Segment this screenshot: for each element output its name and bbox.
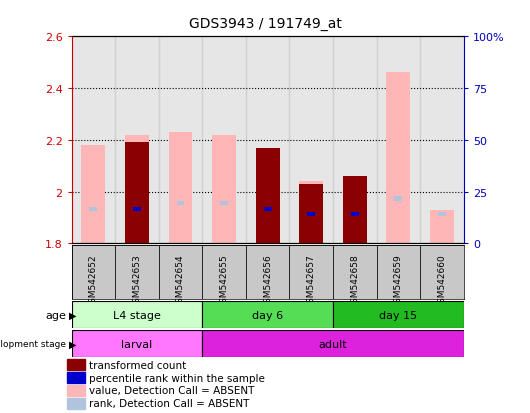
Bar [420,37,464,244]
Bar [133,207,141,211]
Bar [158,37,202,244]
Bar [72,330,202,357]
Bar [67,385,85,396]
Text: L4 stage: L4 stage [113,310,161,320]
Bar [299,182,323,244]
Bar [386,74,410,244]
Text: transformed count: transformed count [89,360,186,370]
Text: age: age [46,310,66,320]
Bar [343,177,367,244]
Bar [333,37,377,244]
Text: percentile rank within the sample: percentile rank within the sample [89,373,264,382]
Bar [420,246,464,299]
Bar [72,37,115,244]
Bar [377,246,420,299]
Text: GSM542654: GSM542654 [176,254,185,308]
Bar [255,148,280,244]
Bar [377,37,420,244]
Bar [158,246,202,299]
Bar [72,301,202,328]
Bar [220,202,228,206]
Bar [343,177,367,244]
Text: GSM542658: GSM542658 [350,254,359,309]
Text: day 6: day 6 [252,310,283,320]
Text: day 15: day 15 [379,310,418,320]
Text: GSM542657: GSM542657 [307,254,316,309]
Bar [438,212,446,216]
Bar [90,207,98,211]
Bar [333,246,377,299]
Bar [289,37,333,244]
Bar [125,135,149,244]
Bar [264,207,271,211]
Bar [67,372,85,383]
Bar [333,301,464,328]
Bar [72,246,115,299]
Bar [430,210,454,244]
Text: GSM542653: GSM542653 [132,254,142,309]
Bar [299,184,323,244]
Bar [307,212,315,216]
Text: GDS3943 / 191749_at: GDS3943 / 191749_at [189,17,341,31]
Text: value, Detection Call = ABSENT: value, Detection Call = ABSENT [89,386,254,396]
Bar [169,133,192,244]
Bar [115,37,158,244]
Text: ▶: ▶ [69,310,76,320]
Bar [289,246,333,299]
Bar [394,197,402,201]
Bar [67,359,85,370]
Bar [115,246,158,299]
Text: rank, Detection Call = ABSENT: rank, Detection Call = ABSENT [89,399,249,408]
Text: GSM542656: GSM542656 [263,254,272,309]
Bar [82,146,105,244]
Bar [176,202,184,206]
Bar [202,301,333,328]
Bar [246,246,289,299]
Text: GSM542655: GSM542655 [219,254,228,309]
Bar [67,398,85,409]
Text: adult: adult [319,339,347,349]
Bar [351,212,359,216]
Text: GSM542659: GSM542659 [394,254,403,309]
Text: GSM542652: GSM542652 [89,254,98,308]
Bar [125,143,149,244]
Text: development stage: development stage [0,339,66,348]
Text: larval: larval [121,339,153,349]
Bar [202,37,246,244]
Bar [202,246,246,299]
Bar [255,148,280,244]
Bar [202,330,464,357]
Bar [212,135,236,244]
Text: GSM542660: GSM542660 [437,254,446,309]
Bar [246,37,289,244]
Text: ▶: ▶ [69,339,76,349]
